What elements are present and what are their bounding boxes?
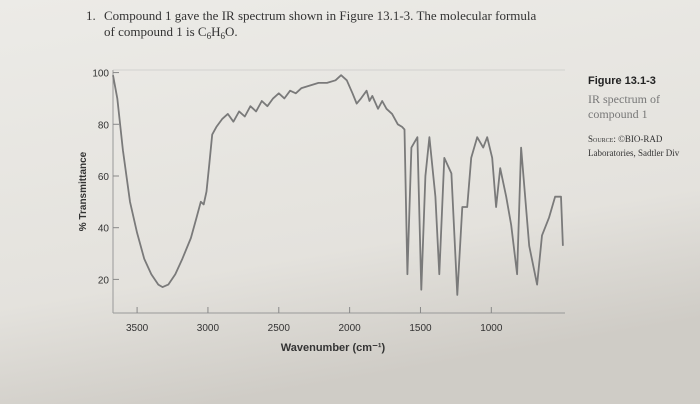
x-tick-label: 2500 — [268, 323, 291, 334]
caption-title: Figure 13.1-3 — [588, 75, 656, 87]
x-tick-label: 1500 — [409, 323, 432, 334]
y-tick-label: 100 — [92, 69, 109, 80]
y-tick-label: 80 — [98, 120, 110, 131]
y-tick-label: 60 — [98, 172, 110, 183]
y-axis-label: % Transmittance — [78, 151, 89, 231]
caption-source: Laboratories, Sadtler Div — [588, 148, 680, 158]
caption-line: IR spectrum of — [588, 92, 660, 106]
formula-element: C — [198, 24, 207, 39]
formula-element: H — [211, 24, 220, 39]
question-line: Compound 1 gave the IR spectrum shown in… — [104, 8, 537, 23]
source-label: Source: — [588, 134, 616, 144]
question-text: of compound 1 is — [104, 24, 195, 39]
x-tick-label: 1000 — [480, 323, 503, 334]
source: ©BIO-RAD — [618, 134, 663, 144]
y-tick-label: 40 — [98, 224, 110, 235]
formula-element: O — [225, 24, 234, 39]
spectrum-line — [112, 74, 564, 296]
x-axis-label: Wavenumber (cm⁻¹) — [281, 342, 386, 354]
caption-source: Source: ©BIO-RAD — [588, 134, 663, 144]
caption-line: compound 1 — [588, 107, 648, 121]
x-tick-label: 3000 — [197, 323, 220, 334]
question-number: 1. — [86, 8, 96, 23]
x-tick-label: 3500 — [126, 323, 149, 334]
x-tick-label: 2000 — [339, 323, 362, 334]
formula-subscript: 6 — [220, 31, 225, 41]
chart: 20 40 60 80 100 3500 3000 2500 2000 1500 1000 Waven… — [78, 69, 565, 354]
question-line: of compound 1 is C6H6O. — [104, 24, 238, 41]
question-text: . — [234, 24, 237, 39]
formula-subscript: 6 — [207, 31, 212, 41]
y-tick-label: 20 — [98, 275, 110, 286]
